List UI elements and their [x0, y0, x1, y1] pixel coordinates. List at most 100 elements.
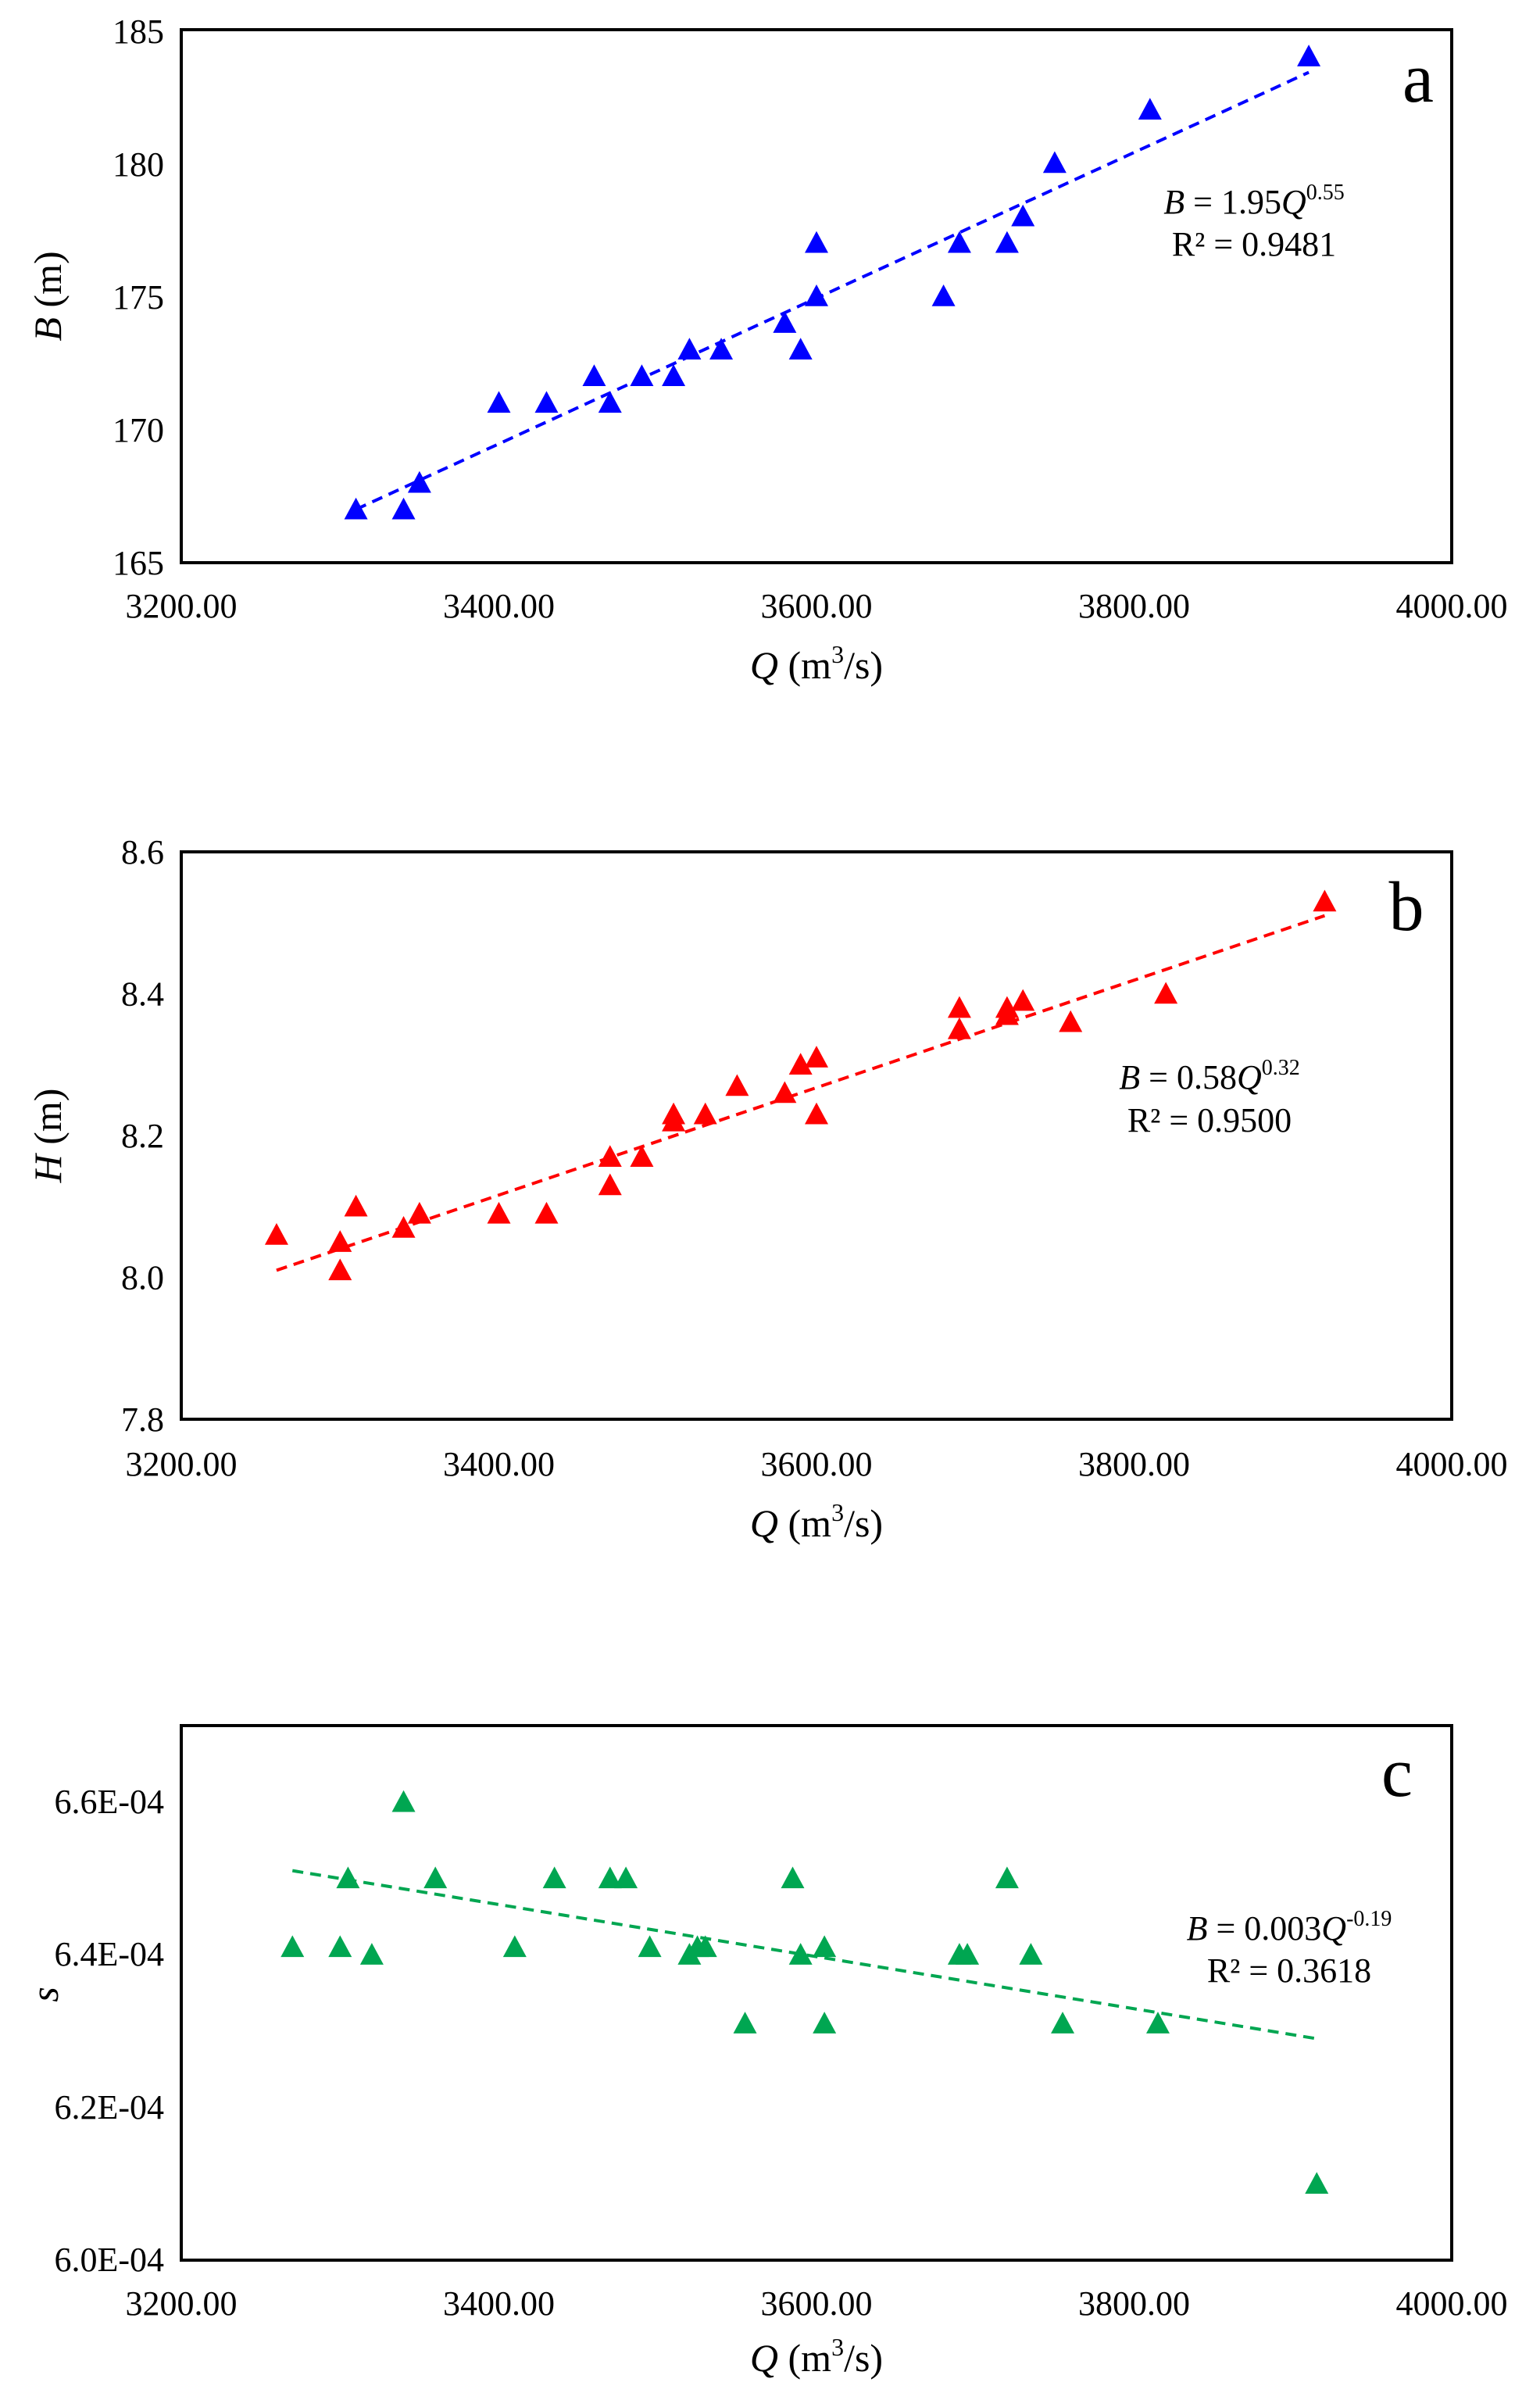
x-tick-label: 3600.00: [761, 2284, 873, 2323]
x-axis-label-a: Q (m3/s): [750, 640, 883, 687]
data-point: [805, 1046, 828, 1068]
data-point: [1138, 98, 1162, 120]
data-point: [1154, 982, 1178, 1004]
data-point: [947, 231, 971, 253]
y-axis-label-b: H (m): [26, 1089, 70, 1184]
data-point: [781, 1866, 805, 1889]
data-point: [693, 1935, 717, 1958]
data-point: [995, 231, 1019, 253]
data-point: [336, 1866, 360, 1889]
y-tick-labels-c: 6.0E-04 6.2E-04 6.4E-04 6.6E-04: [54, 1783, 164, 2279]
equation-b: B = 0.58Q0.32: [1119, 1056, 1300, 1096]
y-tick-label: 6.0E-04: [54, 2241, 164, 2279]
plot-frame-c: [180, 1724, 1453, 2262]
y-tick-label: 6.6E-04: [54, 1783, 164, 1821]
y-tick-label: 8.0: [121, 1259, 164, 1297]
fit-line-c: [291, 1869, 1317, 2041]
x-axis-label-c: Q (m3/s): [750, 2333, 883, 2380]
data-point: [709, 338, 734, 359]
y-tick-labels-b: 7.8 8.0 8.2 8.4 8.6: [121, 833, 164, 1439]
data-point: [1042, 151, 1067, 173]
trendline: [355, 70, 1310, 511]
data-point: [1011, 989, 1035, 1011]
data-point: [1019, 1943, 1043, 1965]
x-tick-label: 3400.00: [443, 587, 555, 625]
data-point: [630, 364, 654, 387]
data-point: [995, 1003, 1019, 1025]
data-point: [598, 1866, 622, 1889]
chart-panel-b: 7.8 8.0 8.2 8.4 8.6 3200.00 3400.00 3600…: [26, 833, 1508, 1545]
x-tick-label: 4000.00: [1396, 1445, 1508, 1483]
y-tick-label: 165: [113, 544, 164, 582]
x-tick-label: 3600.00: [761, 1445, 873, 1483]
data-point: [534, 1201, 559, 1224]
x-tick-label: 3200.00: [126, 1445, 238, 1483]
data-point: [487, 391, 511, 413]
data-point: [407, 1201, 431, 1224]
data-point: [1059, 1010, 1083, 1032]
data-point: [614, 1866, 638, 1889]
data-point: [598, 1145, 622, 1167]
data-point: [391, 1215, 416, 1238]
data-point: [693, 1102, 717, 1125]
data-point: [328, 1230, 352, 1252]
data-point: [788, 1943, 813, 1965]
x-tick-label: 4000.00: [1396, 2284, 1508, 2323]
y-tick-label: 185: [113, 13, 164, 51]
x-tick-label: 3200.00: [126, 2284, 238, 2323]
data-point: [1297, 45, 1321, 66]
panel-letter-c: c: [1381, 1734, 1413, 1812]
y-tick-label: 7.8: [121, 1400, 164, 1439]
y-tick-label: 6.2E-04: [54, 2088, 164, 2127]
data-point: [598, 391, 622, 413]
data-point: [733, 2012, 757, 2034]
data-point: [598, 1173, 622, 1196]
data-point: [995, 1866, 1019, 1889]
y-tick-labels-a: 165 170 175 180 185: [113, 13, 164, 582]
data-point: [328, 1258, 352, 1281]
data-point: [788, 1053, 813, 1075]
plot-frame-b: [180, 850, 1453, 1421]
trendline: [291, 1869, 1317, 2041]
data-point: [805, 231, 828, 253]
panel-letter-b: b: [1389, 868, 1424, 946]
data-point: [947, 996, 971, 1018]
y-tick-label: 175: [113, 278, 164, 317]
x-tick-label: 3800.00: [1078, 1445, 1190, 1483]
data-point: [502, 1935, 527, 1958]
panel-letter-a: a: [1402, 40, 1434, 117]
y-tick-label: 180: [113, 145, 164, 184]
points-c: [280, 1790, 1329, 2194]
x-tick-label: 3800.00: [1078, 587, 1190, 625]
x-tick-labels-c: 3200.00 3400.00 3600.00 3800.00 4000.00: [126, 2284, 1508, 2323]
x-tick-label: 3800.00: [1078, 2284, 1190, 2323]
points-a: [344, 45, 1321, 520]
data-point: [725, 1074, 749, 1096]
data-point: [773, 311, 797, 333]
data-point: [344, 1194, 368, 1217]
x-tick-labels-a: 3200.00 3400.00 3600.00 3800.00 4000.00: [126, 587, 1508, 625]
data-point: [805, 1102, 828, 1125]
y-tick-label: 170: [113, 411, 164, 449]
x-tick-label: 4000.00: [1396, 587, 1508, 625]
y-axis-label-a: B (m): [26, 251, 70, 341]
data-point: [813, 2012, 837, 2034]
y-tick-label: 8.6: [121, 833, 164, 871]
data-point: [662, 364, 686, 387]
fit-line-a: [355, 70, 1310, 511]
data-point: [344, 497, 368, 520]
data-point: [947, 1017, 971, 1039]
equation-c: B = 0.003Q-0.19: [1187, 1907, 1392, 1948]
data-point: [1011, 204, 1035, 227]
data-point: [773, 1081, 797, 1103]
data-point: [1313, 889, 1337, 912]
equation-a: B = 1.95Q0.55: [1163, 181, 1345, 221]
chart-panel-a: 165 170 175 180 185 3200.00 3400.00 3600…: [26, 13, 1508, 687]
y-tick-label: 8.2: [121, 1117, 164, 1155]
data-point: [1051, 2012, 1075, 2034]
x-tick-label: 3200.00: [126, 587, 238, 625]
trendline: [276, 914, 1326, 1272]
data-point: [1305, 2172, 1329, 2194]
chart-panel-c: 6.0E-04 6.2E-04 6.4E-04 6.6E-04 3200.00 …: [23, 1724, 1508, 2380]
data-point: [638, 1935, 662, 1958]
